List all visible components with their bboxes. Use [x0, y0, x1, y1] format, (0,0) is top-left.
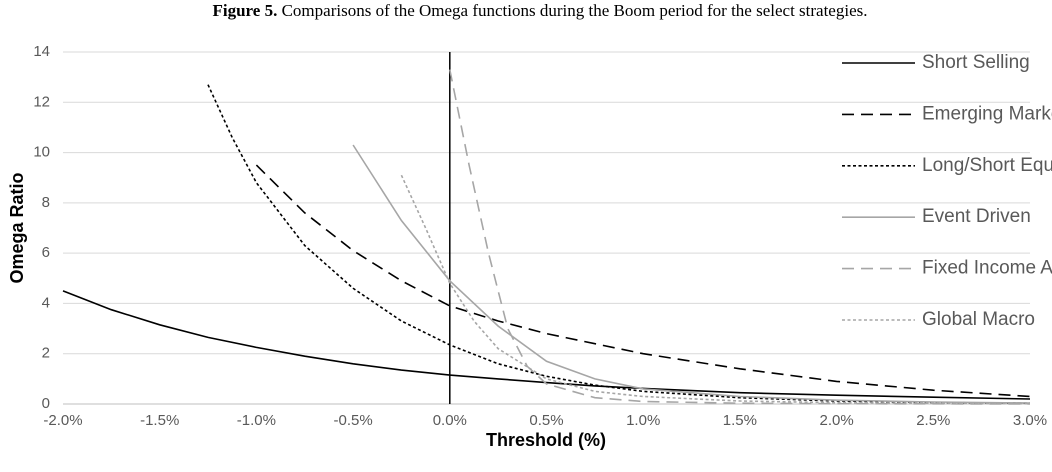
- x-tick-label: 2.5%: [916, 412, 950, 429]
- legend-label: Emerging Markets: [922, 103, 1052, 124]
- y-tick-label: 8: [42, 194, 50, 211]
- series-line: [62, 290, 1031, 400]
- y-tick-label: 2: [42, 345, 50, 362]
- x-tick-label: -2.0%: [43, 412, 82, 429]
- x-axis-title: Threshold (%): [486, 430, 606, 450]
- figure-label: Figure 5.: [212, 1, 277, 20]
- series-line: [449, 69, 1031, 405]
- y-tick-label: 0: [42, 395, 50, 412]
- y-tick-label: 12: [33, 93, 50, 110]
- y-tick-label: 4: [42, 294, 50, 311]
- x-tick-label: 0.5%: [529, 412, 563, 429]
- legend-label: Global Macro: [922, 309, 1035, 330]
- y-axis-title: Omega Ratio: [7, 172, 27, 283]
- x-tick-label: 1.0%: [626, 412, 660, 429]
- series-line: [207, 84, 1031, 404]
- legend-label: Long/Short Equity: [922, 155, 1052, 176]
- x-tick-label: 2.0%: [819, 412, 853, 429]
- x-tick-label: -1.0%: [237, 412, 276, 429]
- y-tick-label: 6: [42, 244, 50, 261]
- series-line: [352, 144, 1031, 404]
- series-line: [255, 164, 1031, 398]
- x-tick-label: -1.5%: [140, 412, 179, 429]
- x-tick-label: -0.5%: [334, 412, 373, 429]
- x-tick-label: 0.0%: [433, 412, 467, 429]
- x-tick-label: 3.0%: [1013, 412, 1047, 429]
- y-tick-label: 10: [33, 144, 50, 161]
- legend-label: Fixed Income Arbitrage: [922, 258, 1052, 279]
- chart-title: Figure 5. Comparisons of the Omega funct…: [212, 1, 867, 20]
- series-line: [400, 174, 1031, 405]
- y-tick-label: 14: [33, 43, 50, 60]
- legend-label: Event Driven: [922, 206, 1031, 227]
- title-text: Comparisons of the Omega functions durin…: [282, 1, 868, 20]
- legend-label: Short Selling: [922, 52, 1030, 73]
- x-tick-label: 1.5%: [723, 412, 757, 429]
